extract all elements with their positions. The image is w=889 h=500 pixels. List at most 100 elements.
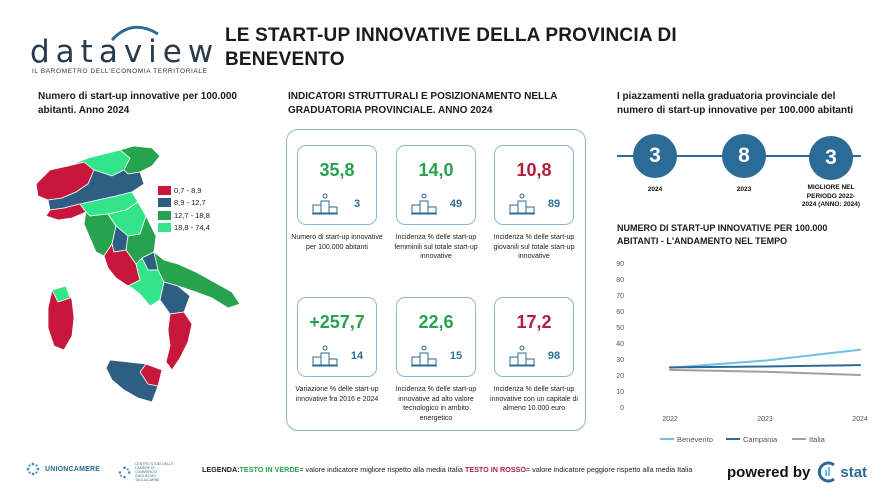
podium-icon bbox=[411, 345, 437, 367]
series-line-italia bbox=[669, 368, 861, 376]
indicator-rank: 89 bbox=[547, 198, 561, 210]
legend-label: 8,9 - 12,7 bbox=[174, 198, 206, 207]
indicator-rank: 14 bbox=[350, 350, 364, 362]
map-section-title: Numero di start-up innovative per 100.00… bbox=[38, 91, 237, 116]
indicator-rank: 15 bbox=[449, 350, 463, 362]
series-line-benevento bbox=[669, 348, 861, 369]
chart-svg: 0 10 20 30 40 50 60 70 80 90 2022 2023 2024 Benevento… bbox=[616, 261, 868, 444]
legend-swatch bbox=[158, 223, 171, 232]
indicator-value: 17,2 bbox=[516, 312, 552, 332]
legend-red-desc: = valore indicatore peggiore rispetto al… bbox=[525, 465, 693, 474]
map-region-sardinia bbox=[47, 285, 75, 351]
indicator-card: 17,2 98 bbox=[494, 297, 574, 377]
podium-icon bbox=[411, 193, 437, 215]
map-legend: 0,7 - 8,9 8,9 - 12,7 12,7 - 18,8 18,8 - … bbox=[158, 184, 210, 234]
indicator-value: 10,8 bbox=[516, 160, 552, 180]
map-legend-row: 8,9 - 12,7 bbox=[158, 197, 210, 209]
legend-swatch bbox=[158, 198, 171, 207]
map-region-campania bbox=[127, 257, 165, 307]
legend-swatch bbox=[158, 185, 171, 195]
indicator-card: 10,8 89 bbox=[494, 145, 574, 225]
tagliacarne-icon bbox=[118, 466, 131, 478]
y-tick-label: 90 bbox=[616, 261, 624, 268]
y-tick-label: 70 bbox=[616, 293, 624, 300]
map-region-sardinia-north bbox=[51, 285, 71, 303]
ranking-circle: 3 bbox=[809, 136, 853, 180]
ranking-circle: 3 bbox=[633, 134, 677, 178]
tagliacarne-logo: CENTRO STUDI DELLE CAMERE DI COMMERCIO G… bbox=[118, 462, 175, 482]
series-line-campania bbox=[669, 364, 861, 369]
powered-by-logo: powered by stat bbox=[727, 460, 867, 484]
logo-subtitle: IL BAROMETRO DELL'ECONOMIA TERRITORIALE bbox=[32, 68, 208, 75]
legend-label-benevento: Benevento bbox=[677, 435, 713, 444]
podium-icon bbox=[509, 193, 535, 215]
y-tick-label: 50 bbox=[616, 325, 624, 332]
y-tick-label: 40 bbox=[616, 341, 624, 348]
indicator-desc: Incidenza % delle start-up femminili sul… bbox=[394, 234, 478, 260]
map-region-liguria bbox=[45, 203, 87, 221]
indicator-rank: 98 bbox=[547, 350, 561, 362]
indicator-desc: Numero di start-up innovative per 100.00… bbox=[291, 234, 383, 251]
chart-title: NUMERO DI START-UP INNOVATIVE PER 100.00… bbox=[617, 223, 828, 246]
tagliacarne-text: CENTRO STUDI DELLE CAMERE DI COMMERCIO G… bbox=[135, 462, 174, 482]
logo-arc-icon bbox=[110, 25, 159, 42]
page-title: LE START-UP INNOVATIVE DELLA PROVINCIA D… bbox=[225, 25, 677, 70]
podium-icon bbox=[509, 345, 535, 367]
map-region-calabria bbox=[165, 311, 193, 371]
indicator-value: 14,0 bbox=[418, 160, 454, 180]
line-chart: 0 10 20 30 40 50 60 70 80 90 2022 2023 2024 Benevento… bbox=[600, 255, 870, 455]
legend-green-desc: = valore indicatore migliore rispetto al… bbox=[299, 465, 463, 474]
indicator-value: +257,7 bbox=[309, 312, 365, 332]
map-legend-row: 18,8 - 74,4 bbox=[158, 222, 210, 234]
y-tick-label: 0 bbox=[620, 405, 624, 412]
cstat-c-icon bbox=[818, 461, 836, 483]
stat-text: stat bbox=[840, 463, 868, 481]
italy-map bbox=[35, 145, 241, 403]
indicator-rank: 3 bbox=[353, 198, 361, 210]
indicator-desc: Incidenza % delle start-up giovanili sul… bbox=[493, 234, 575, 260]
legend-red-term: TESTO IN ROSSO bbox=[464, 465, 526, 474]
indicator-desc: Incidenza % delle start-up innovative ad… bbox=[395, 386, 477, 422]
legend-label: 18,8 - 74,4 bbox=[174, 223, 210, 232]
unioncamere-icon bbox=[26, 462, 40, 476]
map-region-north-east bbox=[119, 145, 161, 175]
y-tick-label: 80 bbox=[616, 277, 624, 284]
y-tick-label: 30 bbox=[616, 357, 624, 364]
podium-icon bbox=[312, 193, 338, 215]
map-region-sicily-east bbox=[139, 363, 163, 387]
indicator-value: 35,8 bbox=[319, 160, 355, 180]
legend-swatch bbox=[158, 210, 171, 220]
ranking-label: MIGLIORE NEL PERIODO 2022-2024 (ANNO: 20… bbox=[801, 184, 861, 208]
indicator-desc: Variazione % delle start-up innovative f… bbox=[295, 386, 379, 403]
logo-word: dataview bbox=[30, 34, 220, 70]
y-tick-label: 60 bbox=[616, 309, 624, 316]
map-legend-row: 12,7 - 18,8 bbox=[158, 209, 210, 221]
indicators-title: INDICATORI STRUTTURALI E POSIZIONAMENTO … bbox=[288, 91, 558, 116]
indicator-desc: Incidenza % delle start-up innovative co… bbox=[490, 386, 578, 412]
indicator-card: 14,0 49 bbox=[396, 145, 476, 225]
indicator-card: 22,6 15 bbox=[396, 297, 476, 377]
legend-label: 0,7 - 8,9 bbox=[174, 185, 202, 195]
powered-by-text: powered by bbox=[727, 463, 811, 481]
x-tick-label: 2024 bbox=[852, 416, 868, 423]
legend-label: 12,7 - 18,8 bbox=[174, 210, 210, 220]
indicator-value: 22,6 bbox=[418, 312, 454, 332]
indicator-card: +257,7 14 bbox=[297, 297, 377, 377]
dataview-logo: dataview IL BAROMETRO DELL'ECONOMIA TERR… bbox=[30, 22, 213, 82]
indicator-rank: 49 bbox=[449, 198, 463, 210]
indicator-card: 35,8 3 bbox=[297, 145, 377, 225]
footer-legend: LEGENDA:TESTO IN VERDE= valore indicator… bbox=[202, 465, 692, 474]
legend-heading: LEGENDA: bbox=[202, 465, 240, 474]
ranking-title: I piazzamenti nella graduatoria provinci… bbox=[617, 91, 854, 116]
map-legend-row: 0,7 - 8,9 bbox=[158, 184, 210, 196]
x-tick-label: 2023 bbox=[757, 416, 773, 423]
ranking-circle: 8 bbox=[722, 134, 766, 178]
legend-label-italia: Italia bbox=[809, 435, 826, 444]
y-tick-label: 20 bbox=[616, 373, 624, 380]
legend-label-campania: Campania bbox=[743, 435, 778, 444]
x-tick-label: 2022 bbox=[662, 416, 678, 423]
unioncamere-text: UNIONCAMERE bbox=[45, 465, 101, 473]
y-tick-label: 10 bbox=[616, 389, 624, 396]
ranking-label: 2024 bbox=[647, 186, 663, 193]
indicators-panel bbox=[286, 129, 586, 431]
